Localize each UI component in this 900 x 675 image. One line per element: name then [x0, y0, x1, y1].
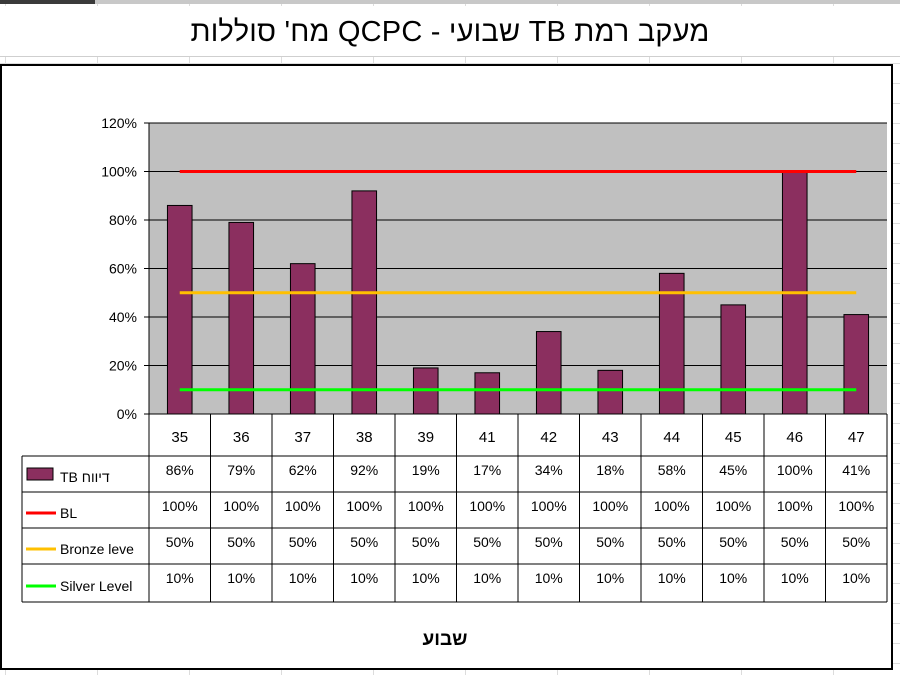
x-tick-label: 36 — [233, 429, 250, 446]
data-table-value: 10% — [842, 570, 870, 586]
data-table-value: 100% — [654, 498, 690, 514]
bar — [289, 263, 316, 415]
bar — [228, 221, 255, 415]
data-table-value: 50% — [535, 534, 563, 550]
data-table-value: 50% — [596, 534, 624, 550]
data-table-value: 10% — [535, 570, 563, 586]
y-tick-label: 40% — [109, 309, 137, 325]
x-tick-label: 47 — [848, 429, 865, 446]
data-table-value: 100% — [469, 498, 505, 514]
x-tick-label: 42 — [540, 429, 557, 446]
bar — [597, 369, 624, 415]
data-table-value: 50% — [473, 534, 501, 550]
data-table-value: 10% — [350, 570, 378, 586]
bar — [535, 331, 562, 415]
data-table-value: 10% — [596, 570, 624, 586]
data-table-value: 50% — [412, 534, 440, 550]
data-table-value: 50% — [227, 534, 255, 550]
data-table-value: 100% — [223, 498, 259, 514]
data-table-value: 34% — [535, 462, 563, 478]
x-tick-label: 38 — [356, 429, 373, 446]
data-table-value: 62% — [289, 462, 317, 478]
y-tick-label: 60% — [109, 261, 137, 277]
data-table-value: 100% — [592, 498, 628, 514]
data-table-value: 50% — [719, 534, 747, 550]
data-table-value: 45% — [719, 462, 747, 478]
data-table-value: 10% — [227, 570, 255, 586]
chart-svg: 0% 20% 40% 60% 80% 100% 120% 35 36 37 38 39 41 42 43 44… — [21, 115, 888, 650]
y-tick-label: 80% — [109, 212, 137, 228]
data-table-value: 100% — [838, 498, 874, 514]
bar — [474, 372, 501, 415]
data-table-value: 50% — [166, 534, 194, 550]
bar — [843, 314, 870, 415]
bar — [166, 204, 193, 415]
data-table-value: 10% — [289, 570, 317, 586]
data-table-value: 50% — [781, 534, 809, 550]
x-tick-label: 37 — [294, 429, 311, 446]
x-tick-label: 39 — [417, 429, 434, 446]
x-tick-label: 45 — [725, 429, 742, 446]
y-tick-label: 100% — [101, 164, 137, 180]
data-table-value: 58% — [658, 462, 686, 478]
data-table-value: 17% — [473, 462, 501, 478]
data-table-value: 100% — [777, 462, 813, 478]
data-table-value: 10% — [166, 570, 194, 586]
x-tick-label: 35 — [171, 429, 188, 446]
data-table-value: 50% — [842, 534, 870, 550]
legend-label: Bronze leve — [60, 541, 134, 557]
bar — [658, 272, 685, 415]
data-table-value: 10% — [658, 570, 686, 586]
data-table-value: 100% — [346, 498, 382, 514]
data-table-value: 50% — [658, 534, 686, 550]
sheet-header-strip — [0, 0, 900, 4]
data-table-value: 10% — [781, 570, 809, 586]
data-table-value: 10% — [719, 570, 747, 586]
data-table-value: 86% — [166, 462, 194, 478]
chart-area[interactable]: 0% 20% 40% 60% 80% 100% 120% 35 36 37 38 39 41 42 43 44… — [0, 64, 893, 670]
x-tick-label: 46 — [786, 429, 803, 446]
data-table-value: 18% — [596, 462, 624, 478]
bar — [720, 304, 747, 415]
data-table-value: 41% — [842, 462, 870, 478]
legend-label: BL — [60, 505, 77, 521]
data-table-value: 100% — [285, 498, 321, 514]
data-table-value: 100% — [531, 498, 567, 514]
title-cell[interactable]: מעקב רמת TB שבועי - QCPC מח' סוללות — [0, 6, 900, 57]
data-table-value: 10% — [473, 570, 501, 586]
y-tick-label: 120% — [101, 115, 137, 131]
selected-cell-marker — [0, 0, 95, 4]
data-table-value: 79% — [227, 462, 255, 478]
data-table-value: 50% — [350, 534, 378, 550]
x-tick-label: 43 — [602, 429, 619, 446]
chart-title: מעקב רמת TB שבועי - QCPC מח' סוללות — [190, 16, 710, 48]
data-table-value: 100% — [408, 498, 444, 514]
data-table-value: 100% — [715, 498, 751, 514]
data-table-value: 92% — [350, 462, 378, 478]
x-axis-title: שבוע — [423, 629, 468, 650]
legend-label: TB דיווח — [60, 469, 110, 485]
y-tick-label: 0% — [117, 406, 137, 422]
data-table-value: 100% — [162, 498, 198, 514]
data-table-value: 50% — [289, 534, 317, 550]
x-tick-label: 41 — [479, 429, 496, 446]
legend-key — [26, 467, 54, 481]
data-table-value: 100% — [777, 498, 813, 514]
data-table-value: 19% — [412, 462, 440, 478]
legend-label: Silver Level — [60, 578, 132, 594]
y-tick-label: 20% — [109, 358, 137, 374]
bar — [351, 190, 378, 415]
x-tick-label: 44 — [663, 429, 680, 446]
data-table-value: 10% — [412, 570, 440, 586]
